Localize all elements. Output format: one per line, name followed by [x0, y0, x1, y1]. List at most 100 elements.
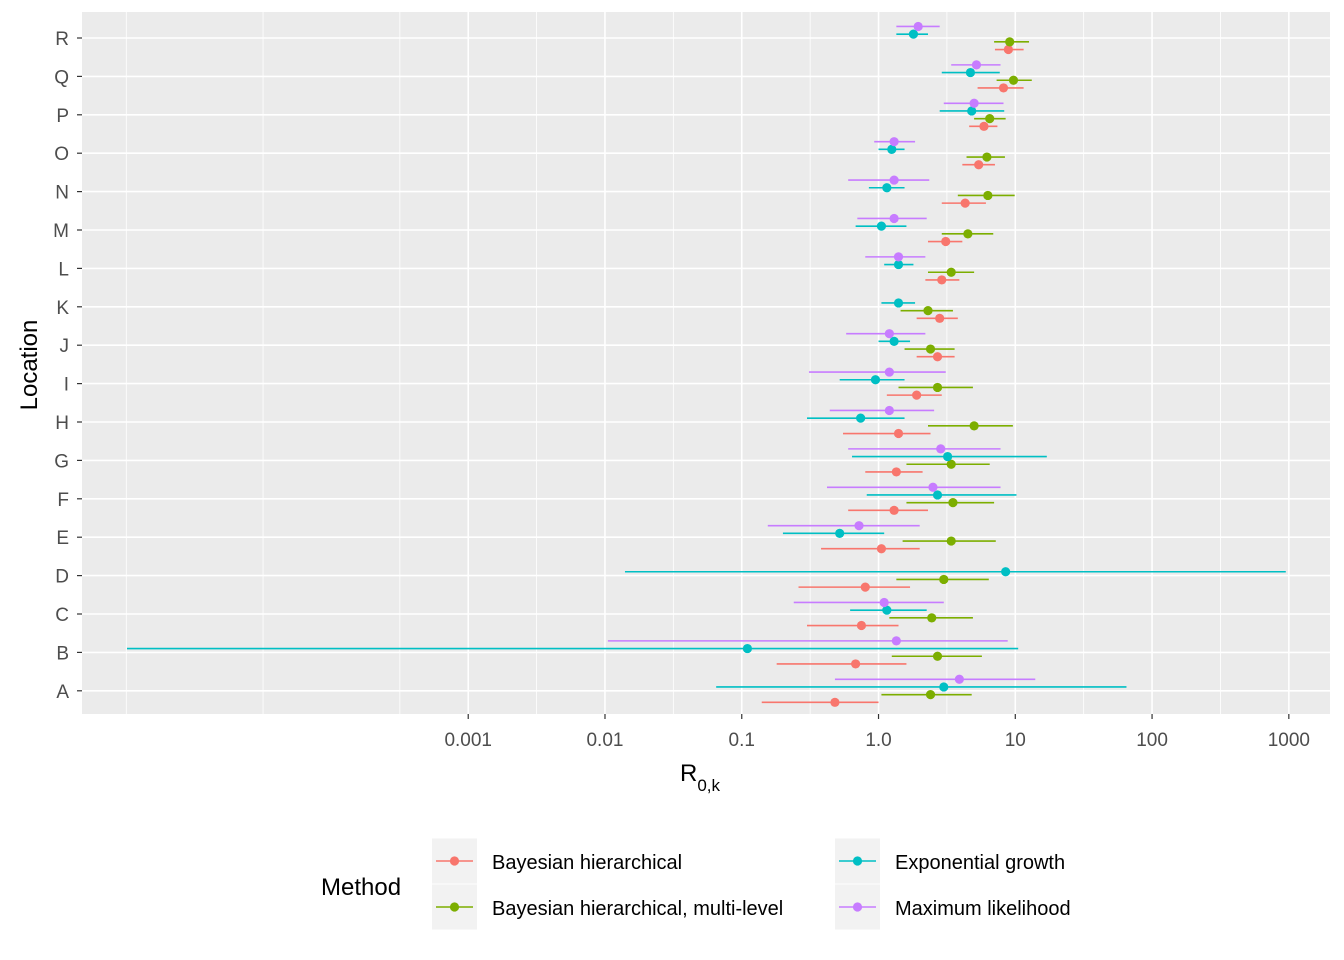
- point-estimate: [912, 390, 922, 400]
- point-estimate: [932, 382, 943, 393]
- point-estimate: [939, 574, 949, 585]
- point-estimate: [856, 620, 867, 631]
- point-estimate: [876, 544, 887, 554]
- point-estimate: [935, 313, 945, 323]
- legend-key-point: [852, 856, 863, 866]
- point-estimate: [960, 198, 970, 208]
- point-estimate: [913, 21, 923, 32]
- point-estimate: [887, 144, 897, 154]
- legend-title: Method: [321, 874, 401, 901]
- legend-key-point: [449, 902, 460, 912]
- point-estimate: [882, 605, 892, 615]
- x-tick-label: 0.01: [586, 730, 623, 751]
- point-estimate: [963, 229, 973, 239]
- point-estimate: [882, 183, 892, 193]
- y-tick-label: K: [56, 298, 69, 319]
- legend-key-point: [449, 856, 460, 866]
- point-estimate: [932, 490, 943, 500]
- point-estimate: [941, 236, 951, 247]
- y-tick-label: R: [55, 29, 69, 50]
- grid-lines: [82, 12, 1330, 714]
- point-estimate: [946, 536, 956, 546]
- point-estimate: [1001, 567, 1011, 577]
- point-estimate: [982, 152, 992, 162]
- point-estimate: [936, 444, 946, 454]
- point-estimate: [954, 674, 964, 684]
- y-tick-label: O: [54, 144, 69, 165]
- legend-item-label: Maximum likelihood: [895, 898, 1071, 920]
- plot-panel: [82, 12, 1330, 714]
- x-tick-label: 100: [1136, 730, 1168, 751]
- y-tick-label: Q: [54, 67, 69, 88]
- y-tick-label: M: [53, 221, 69, 242]
- x-tick-label: 0.001: [444, 730, 492, 751]
- point-estimate: [835, 528, 845, 538]
- point-estimate: [851, 659, 861, 669]
- point-estimate: [1008, 75, 1019, 85]
- point-estimate: [893, 259, 904, 270]
- point-estimate: [932, 651, 943, 661]
- point-estimate: [985, 114, 995, 124]
- series-group: [881, 37, 1032, 700]
- point-estimate: [974, 160, 984, 170]
- point-estimate: [983, 190, 993, 201]
- x-axis-ticks: 0.001 0.01 0.1 1.0 10 100 1000: [444, 714, 1310, 751]
- y-axis-title: Location: [16, 320, 43, 411]
- point-estimate: [946, 267, 956, 277]
- y-tick-label: G: [54, 451, 69, 472]
- point-estimate: [979, 121, 989, 131]
- x-axis-title: R0,k: [680, 760, 721, 795]
- point-estimate: [1005, 37, 1015, 47]
- point-estimate: [854, 521, 864, 531]
- y-tick-label: L: [58, 259, 69, 280]
- point-estimate: [860, 582, 870, 592]
- point-estimate: [889, 505, 899, 515]
- x-tick-label: 1000: [1268, 730, 1310, 751]
- point-estimate: [939, 682, 949, 692]
- point-estimate: [879, 597, 889, 608]
- point-estimate: [943, 451, 953, 462]
- y-tick-label: C: [55, 605, 69, 626]
- series-group: [761, 44, 1024, 707]
- y-tick-label: B: [56, 643, 69, 664]
- x-tick-label: 0.1: [729, 730, 755, 751]
- point-estimate: [925, 344, 936, 354]
- legend: Method Bayesian hierarchical Exponential …: [321, 838, 1071, 930]
- point-estimate: [893, 298, 904, 308]
- point-estimate: [893, 252, 904, 262]
- point-estimate: [870, 375, 881, 385]
- panel-background: [82, 12, 1330, 714]
- point-estimate: [932, 352, 943, 362]
- point-estimate: [948, 498, 958, 508]
- y-tick-label: J: [60, 336, 70, 357]
- point-estimate: [927, 613, 937, 623]
- x-axis-title-subscript: 0,k: [697, 776, 720, 795]
- series-layer: [127, 21, 1286, 707]
- point-estimate: [969, 421, 979, 431]
- y-tick-label: F: [57, 490, 69, 511]
- point-estimate: [1003, 44, 1013, 55]
- point-estimate: [893, 428, 904, 439]
- y-tick-label: I: [64, 375, 69, 396]
- series-group: [127, 29, 1286, 692]
- y-tick-label: A: [56, 682, 69, 703]
- point-estimate: [742, 643, 753, 654]
- point-estimate: [908, 29, 919, 39]
- point-estimate: [884, 329, 894, 339]
- point-estimate: [889, 137, 899, 147]
- point-estimate: [965, 67, 976, 78]
- point-estimate: [891, 467, 901, 477]
- point-estimate: [925, 690, 936, 700]
- legend-key-point: [852, 902, 863, 912]
- point-estimate: [856, 413, 866, 423]
- point-estimate: [884, 367, 894, 377]
- y-tick-label: H: [55, 413, 69, 434]
- point-estimate: [876, 221, 887, 231]
- x-tick-label: 10: [1005, 730, 1026, 751]
- point-estimate: [967, 106, 977, 116]
- legend-item-label: Bayesian hierarchical, multi-level: [492, 898, 783, 920]
- point-estimate: [998, 83, 1009, 93]
- y-tick-label: E: [56, 528, 69, 549]
